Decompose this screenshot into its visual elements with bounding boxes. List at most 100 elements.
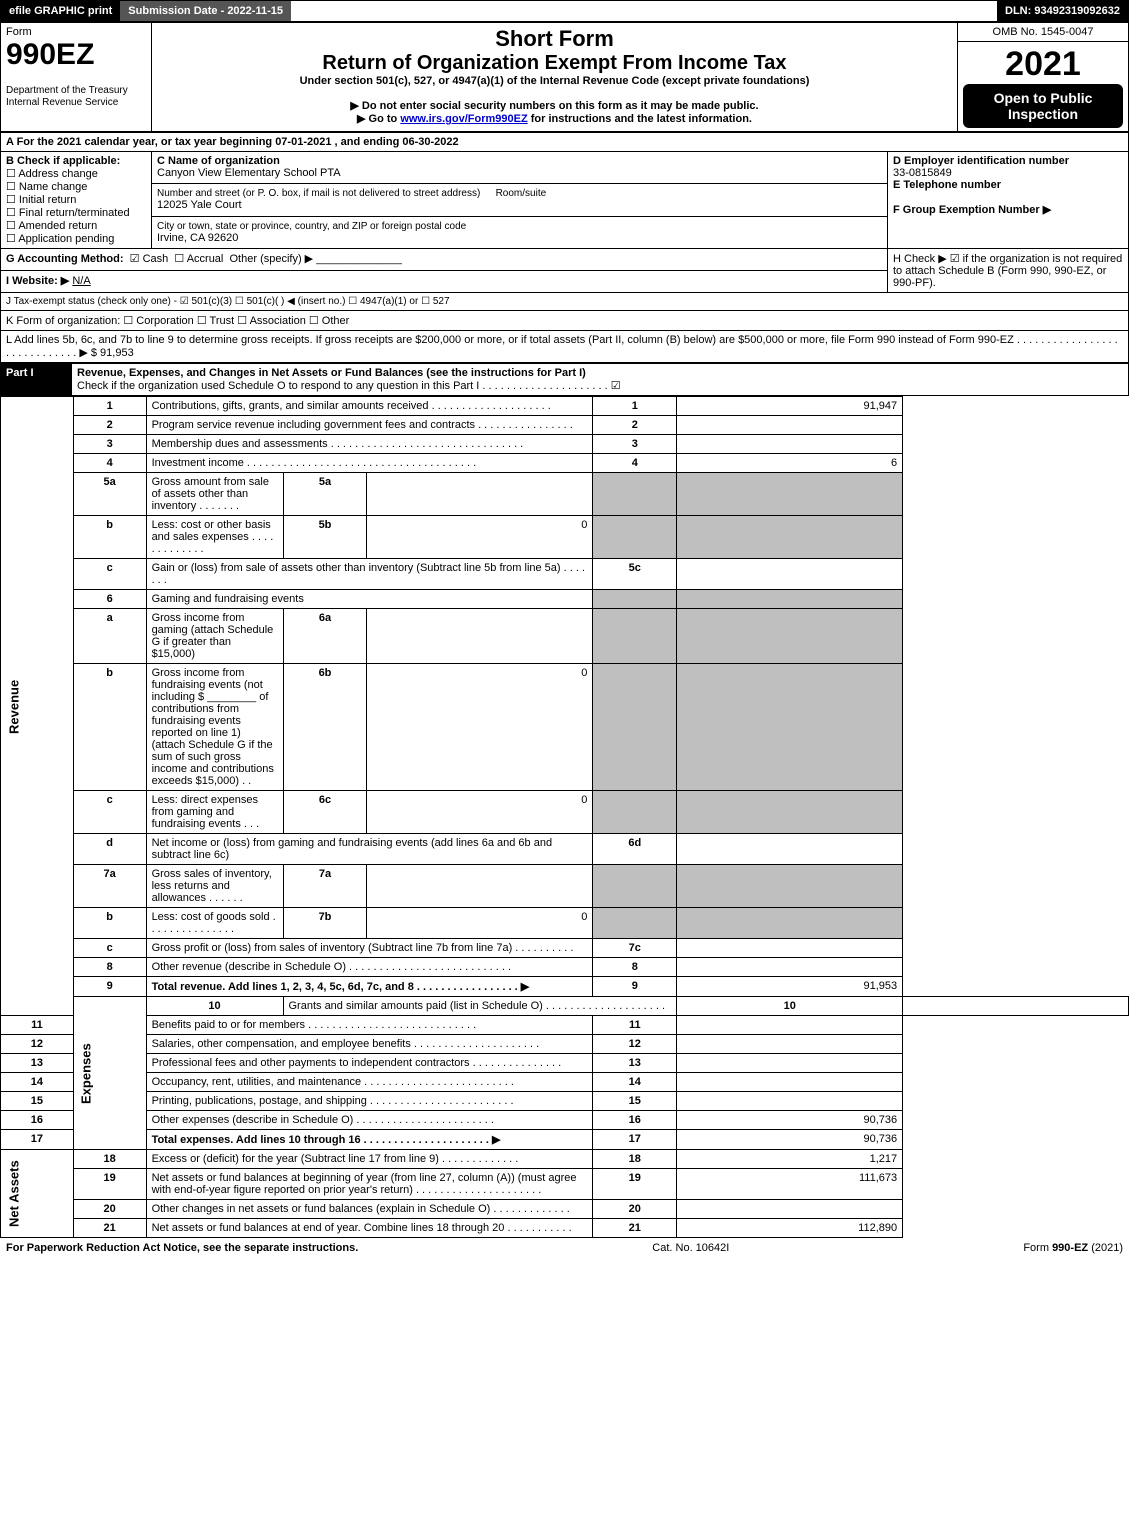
d-label: D Employer identification number	[893, 155, 1069, 167]
ln-5c: c	[73, 559, 146, 590]
v-7c	[677, 939, 903, 958]
nb-5b-g	[593, 516, 677, 559]
line-l: L Add lines 5b, 6c, and 7b to line 9 to …	[1, 331, 1129, 363]
bv-6c: 0	[367, 791, 593, 834]
b-name[interactable]: ☐ Name change	[6, 181, 87, 193]
t-4: Investment income . . . . . . . . . . . …	[146, 454, 593, 473]
t-7c: Gross profit or (loss) from sales of inv…	[146, 939, 593, 958]
t-7b: Less: cost of goods sold . . . . . . . .…	[146, 908, 283, 939]
return-title: Return of Organization Exempt From Incom…	[157, 52, 952, 75]
nb-6b-g	[593, 664, 677, 791]
bv-6b: 0	[367, 664, 593, 791]
part1-title-cell: Revenue, Expenses, and Changes in Net As…	[72, 364, 1129, 396]
t-6a: Gross income from gaming (attach Schedul…	[146, 609, 283, 664]
v-18: 1,217	[677, 1150, 903, 1169]
t-6b-1: Gross income from fundraising events (no…	[152, 667, 263, 703]
v-8	[677, 958, 903, 977]
ln-8: 8	[73, 958, 146, 977]
h-text: H Check ▶ ☑ if the organization is not r…	[893, 253, 1122, 289]
t-5c: Gain or (loss) from sale of assets other…	[146, 559, 593, 590]
g-other[interactable]: Other (specify) ▶	[230, 253, 314, 265]
line-a: A For the 2021 calendar year, or tax yea…	[1, 133, 1129, 152]
nb-15: 15	[593, 1092, 677, 1111]
tax-year: 2021	[963, 45, 1123, 84]
b-amend[interactable]: ☐ Amended return	[6, 220, 97, 232]
ln-18: 18	[73, 1150, 146, 1169]
t-19: Net assets or fund balances at beginning…	[146, 1169, 593, 1200]
t-5b: Less: cost or other basis and sales expe…	[146, 516, 283, 559]
v-11	[677, 1016, 903, 1035]
v-19: 111,673	[677, 1169, 903, 1200]
t-16: Other expenses (describe in Schedule O) …	[146, 1111, 593, 1130]
section-c-name: C Name of organization Canyon View Eleme…	[152, 152, 888, 184]
v-5b-g	[677, 516, 903, 559]
ln-7b: b	[73, 908, 146, 939]
i-label: I Website: ▶	[6, 275, 69, 287]
org-name: Canyon View Elementary School PTA	[157, 167, 341, 179]
v-7a-g	[677, 865, 903, 908]
v-16: 90,736	[677, 1111, 903, 1130]
v-5a-g	[677, 473, 903, 516]
nb-21: 21	[593, 1219, 677, 1238]
bv-7b: 0	[367, 908, 593, 939]
t-3: Membership dues and assessments . . . . …	[146, 435, 593, 454]
v-3	[677, 435, 903, 454]
t-6b-2: of contributions from fundraising events…	[152, 691, 274, 787]
ln-1: 1	[73, 397, 146, 416]
t-18: Excess or (deficit) for the year (Subtra…	[146, 1150, 593, 1169]
part1-checkmark[interactable]: ☑	[611, 380, 621, 392]
department: Department of the Treasury Internal Reve…	[6, 85, 128, 108]
expenses-sidelabel: Expenses	[73, 997, 146, 1150]
g-accrual[interactable]: Accrual	[187, 253, 224, 265]
ln-13: 13	[1, 1054, 74, 1073]
ln-7a: 7a	[73, 865, 146, 908]
ln-5b: b	[73, 516, 146, 559]
section-c-street: Number and street (or P. O. box, if mail…	[152, 184, 888, 216]
section-c-city: City or town, state or province, country…	[152, 216, 888, 248]
v-6a-g	[677, 609, 903, 664]
nb-14: 14	[593, 1073, 677, 1092]
nb-10: 10	[677, 997, 903, 1016]
nb-1: 1	[593, 397, 677, 416]
ln-19: 19	[73, 1169, 146, 1200]
v-7b-g	[677, 908, 903, 939]
line-g: G Accounting Method: ☑ Cash ☐ Accrual Ot…	[1, 249, 888, 271]
netassets-sidelabel: Net Assets	[1, 1150, 74, 1238]
form-id-cell: Form 990EZ Department of the Treasury In…	[1, 23, 152, 132]
v-14	[677, 1073, 903, 1092]
b-pend[interactable]: ☐ Application pending	[6, 233, 114, 245]
topbar: efile GRAPHIC print Submission Date - 20…	[0, 0, 1129, 22]
bv-5a	[367, 473, 593, 516]
b-final[interactable]: ☐ Final return/terminated	[6, 207, 130, 219]
box-6c: 6c	[283, 791, 367, 834]
ln-6c: c	[73, 791, 146, 834]
b-init[interactable]: ☐ Initial return	[6, 194, 76, 206]
nb-17: 17	[593, 1130, 677, 1150]
ln-2: 2	[73, 416, 146, 435]
t-15: Printing, publications, postage, and shi…	[146, 1092, 593, 1111]
footer-mid: Cat. No. 10642I	[652, 1242, 729, 1254]
note-goto: ▶ Go to www.irs.gov/Form990EZ for instru…	[157, 112, 952, 125]
nb-7b-g	[593, 908, 677, 939]
nb-7a-g	[593, 865, 677, 908]
ln-9: 9	[73, 977, 146, 997]
g-cash[interactable]: Cash	[143, 253, 169, 265]
part1-label: Part I	[1, 364, 72, 396]
part1-header: Part I Revenue, Expenses, and Changes in…	[0, 363, 1129, 396]
nb-3: 3	[593, 435, 677, 454]
c-label: C Name of organization	[157, 155, 280, 167]
footer-left: For Paperwork Reduction Act Notice, see …	[6, 1242, 358, 1254]
irs-link[interactable]: www.irs.gov/Form990EZ	[400, 113, 527, 125]
t-5a: Gross amount from sale of assets other t…	[146, 473, 283, 516]
nb-12: 12	[593, 1035, 677, 1054]
v-13	[677, 1054, 903, 1073]
nb-18: 18	[593, 1150, 677, 1169]
ln-21: 21	[73, 1219, 146, 1238]
box-5a: 5a	[283, 473, 367, 516]
street-label: Number and street (or P. O. box, if mail…	[157, 188, 480, 199]
ln-6b: b	[73, 664, 146, 791]
ln-7c: c	[73, 939, 146, 958]
efile-graphic-print[interactable]: efile GRAPHIC print	[1, 1, 120, 21]
b-addr[interactable]: ☐ Address change	[6, 168, 98, 180]
line-i: I Website: ▶ N/A	[1, 271, 888, 293]
